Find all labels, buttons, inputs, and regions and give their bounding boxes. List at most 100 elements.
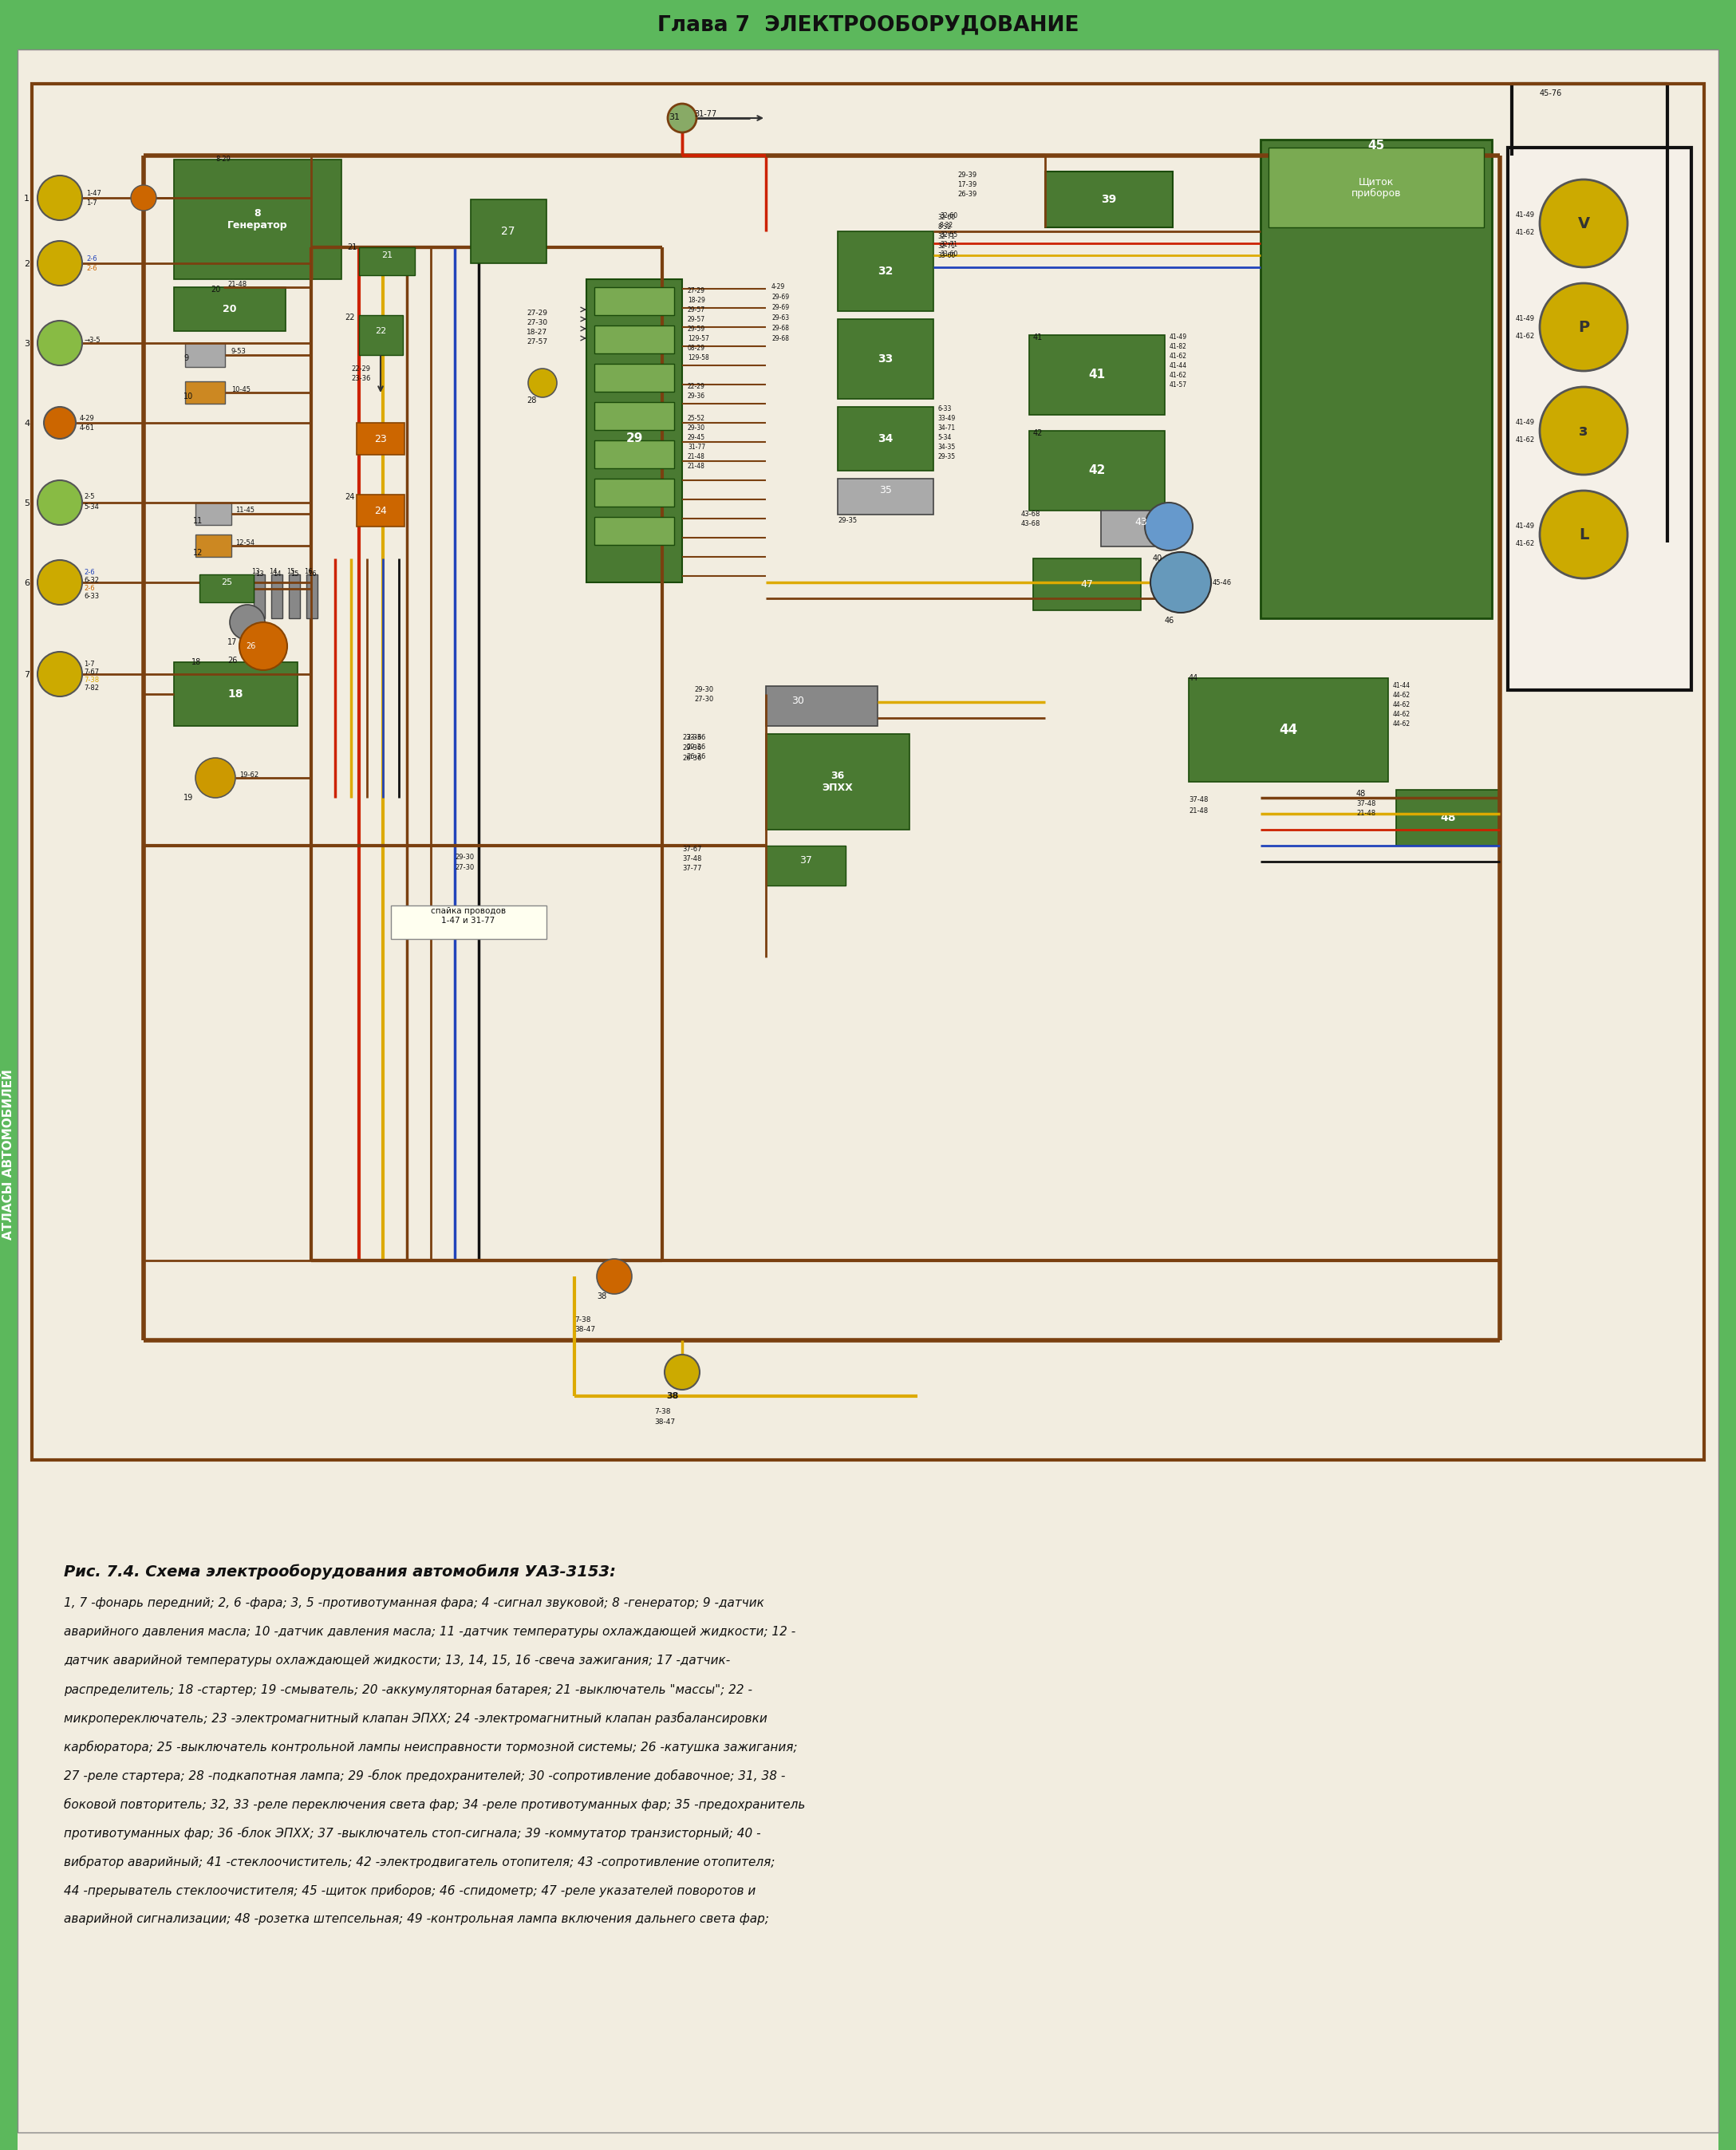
- Text: 29-35: 29-35: [937, 454, 955, 460]
- Circle shape: [38, 176, 82, 219]
- Text: 41-62: 41-62: [1516, 333, 1535, 340]
- Bar: [359, 316, 403, 355]
- Text: 18: 18: [227, 688, 243, 699]
- Text: 29-35: 29-35: [838, 516, 858, 525]
- Text: 4: 4: [24, 419, 30, 428]
- Text: 22-29: 22-29: [351, 366, 370, 372]
- Circle shape: [1540, 387, 1628, 475]
- Circle shape: [43, 406, 76, 439]
- Text: 30: 30: [792, 694, 804, 705]
- Circle shape: [38, 241, 82, 286]
- Circle shape: [528, 368, 557, 398]
- Text: 32-60: 32-60: [937, 213, 955, 221]
- Text: 11: 11: [193, 516, 203, 525]
- Text: 22-29: 22-29: [687, 383, 705, 389]
- Text: 22: 22: [375, 327, 385, 335]
- Bar: [838, 406, 934, 471]
- Text: 29-59: 29-59: [687, 325, 705, 333]
- Text: 7-38: 7-38: [654, 1408, 670, 1415]
- Text: 8
Генератор: 8 Генератор: [227, 209, 288, 230]
- Text: 13: 13: [255, 570, 264, 578]
- Circle shape: [229, 604, 266, 641]
- Bar: [200, 574, 253, 602]
- Bar: [1045, 172, 1174, 228]
- Text: 29-69: 29-69: [771, 295, 790, 301]
- Text: 37-48: 37-48: [1189, 796, 1208, 804]
- Bar: [196, 535, 231, 557]
- Bar: [0, 0, 1736, 49]
- Text: спайка проводов
1-47 и 31-77: спайка проводов 1-47 и 31-77: [431, 907, 505, 924]
- Text: 33-49: 33-49: [937, 415, 955, 421]
- Text: 2-6: 2-6: [83, 570, 95, 576]
- Text: 27-29: 27-29: [526, 310, 547, 316]
- Bar: [1509, 148, 1691, 690]
- Text: 29-68: 29-68: [771, 335, 790, 342]
- Text: P: P: [1578, 320, 1588, 335]
- Text: 41-49: 41-49: [1516, 211, 1535, 219]
- Text: 44: 44: [1279, 722, 1299, 737]
- Text: →3-5: →3-5: [83, 338, 101, 344]
- Text: 3: 3: [24, 340, 30, 348]
- Text: 23: 23: [375, 434, 387, 443]
- Text: 26-36: 26-36: [686, 752, 705, 761]
- Text: 29-57: 29-57: [687, 316, 705, 322]
- Text: 37-67: 37-67: [682, 845, 701, 854]
- Text: 39: 39: [1101, 194, 1116, 204]
- Text: 34-71: 34-71: [937, 424, 955, 432]
- Text: 37-48: 37-48: [682, 856, 701, 862]
- Text: АТЛАСЫ АВТОМОБИЛЕЙ: АТЛАСЫ АВТОМОБИЛЕЙ: [3, 1069, 16, 1241]
- Text: 45-76: 45-76: [1540, 90, 1562, 97]
- Text: 41-57: 41-57: [1170, 381, 1187, 389]
- Bar: [1029, 430, 1165, 510]
- Text: 6-32: 6-32: [83, 576, 99, 585]
- Text: 43-68: 43-68: [1021, 510, 1040, 518]
- Text: 29-36: 29-36: [687, 393, 705, 400]
- Text: 6: 6: [24, 578, 30, 587]
- Bar: [838, 232, 934, 312]
- Text: 44: 44: [1189, 675, 1198, 682]
- Bar: [470, 200, 547, 262]
- Text: 1-47: 1-47: [87, 189, 101, 198]
- Circle shape: [1540, 284, 1628, 372]
- Bar: [594, 479, 674, 507]
- Text: 32: 32: [878, 267, 894, 277]
- Text: 29-69: 29-69: [771, 303, 790, 312]
- Bar: [594, 325, 674, 353]
- Text: 26-36: 26-36: [682, 755, 701, 761]
- Text: 34: 34: [878, 432, 894, 445]
- Circle shape: [1144, 503, 1193, 550]
- Bar: [838, 479, 934, 514]
- Text: 20: 20: [210, 286, 220, 295]
- Text: 21-48: 21-48: [687, 454, 705, 460]
- Text: 1: 1: [24, 196, 30, 202]
- Text: 1-7: 1-7: [83, 660, 95, 669]
- Circle shape: [240, 621, 286, 671]
- Bar: [186, 381, 226, 404]
- Bar: [838, 318, 934, 400]
- Text: 38: 38: [597, 1292, 606, 1301]
- Text: 45-46: 45-46: [1213, 578, 1233, 587]
- Text: 17-39: 17-39: [957, 181, 977, 189]
- Text: 41-49: 41-49: [1516, 316, 1535, 322]
- Text: 32-71: 32-71: [939, 241, 957, 247]
- Circle shape: [38, 479, 82, 525]
- Bar: [186, 344, 226, 368]
- Text: 4-29: 4-29: [80, 415, 95, 421]
- Text: 2-5: 2-5: [83, 492, 94, 501]
- Text: 45: 45: [1368, 140, 1385, 153]
- Text: 44-62: 44-62: [1392, 720, 1411, 727]
- Text: 33-60: 33-60: [939, 252, 958, 258]
- Text: 37: 37: [800, 856, 812, 864]
- Bar: [174, 159, 342, 280]
- Text: 36
ЭПХХ: 36 ЭПХХ: [823, 770, 852, 793]
- Bar: [391, 905, 547, 940]
- Text: 23-36: 23-36: [682, 733, 701, 742]
- Bar: [271, 574, 283, 619]
- Text: 20: 20: [222, 303, 236, 314]
- Text: противотуманных фар; 36 -блок ЭПХХ; 37 -выключатель стоп-сигнала; 39 -коммутатор: противотуманных фар; 36 -блок ЭПХХ; 37 -…: [64, 1828, 760, 1840]
- Bar: [766, 686, 878, 727]
- Circle shape: [38, 651, 82, 697]
- Text: 29-30: 29-30: [694, 686, 713, 692]
- Bar: [359, 247, 415, 275]
- Circle shape: [1151, 553, 1212, 613]
